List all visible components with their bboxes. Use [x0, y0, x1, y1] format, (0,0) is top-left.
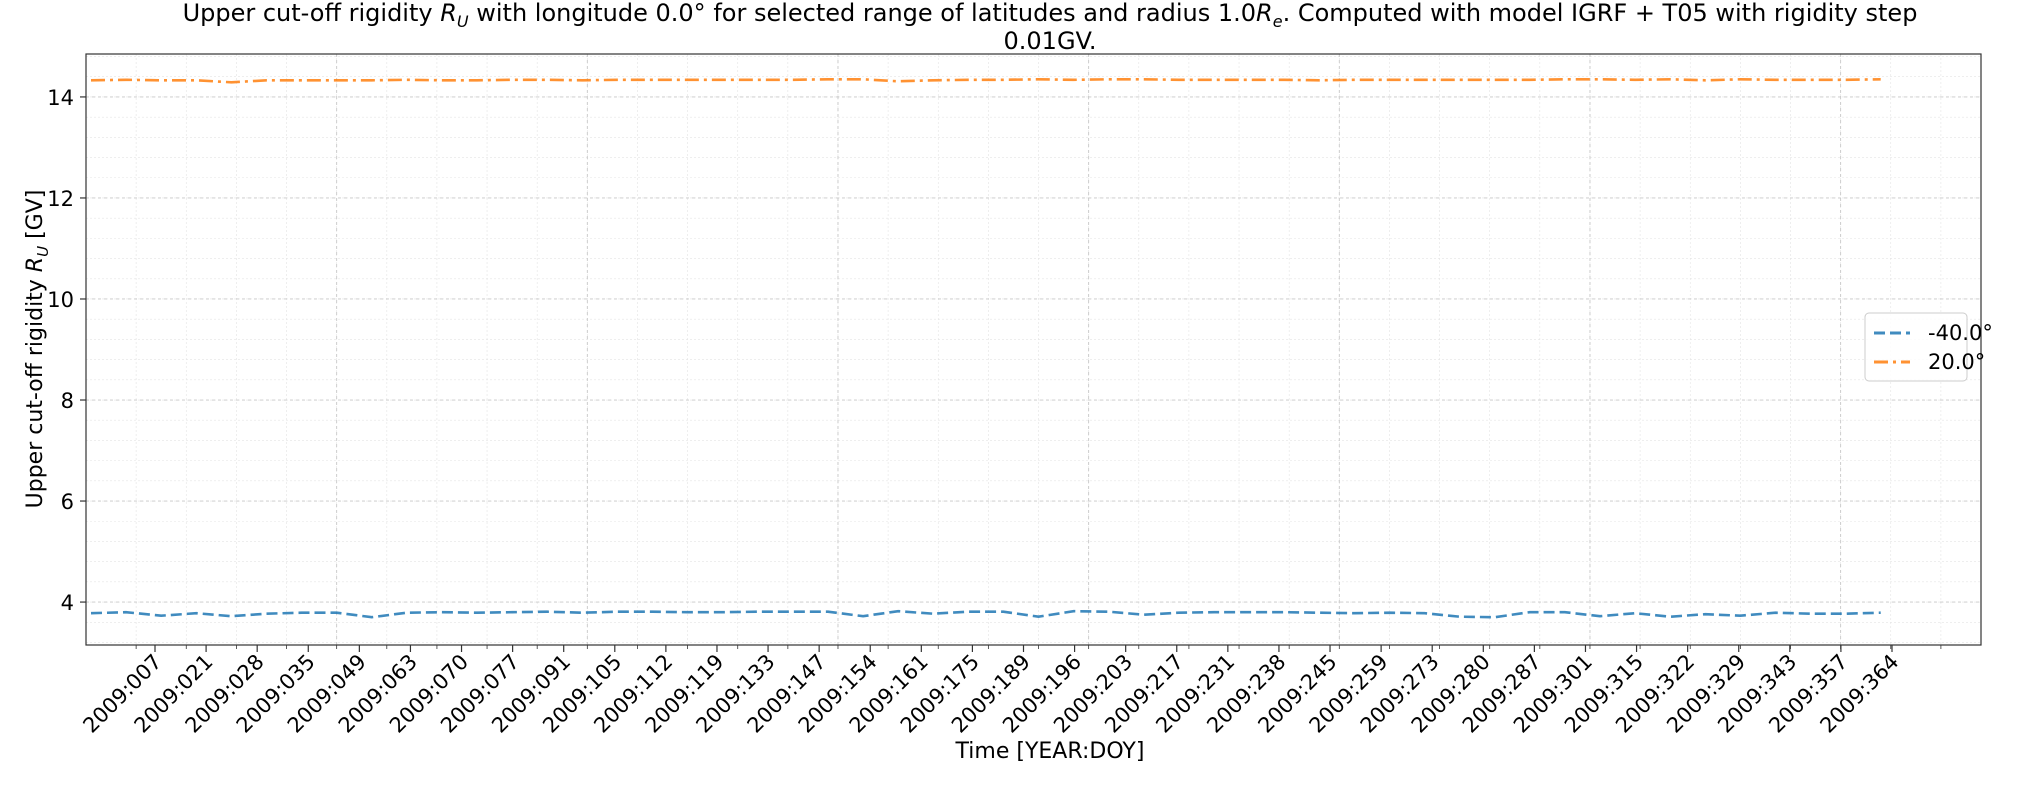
y-tick-label: 12 [47, 187, 74, 211]
legend-label-south-40: -40.0° [1928, 321, 1993, 345]
series-line-1 [90, 77, 1881, 84]
legend-label-north-20: 20.0° [1928, 350, 1985, 374]
y-tick-label: 14 [47, 86, 74, 110]
chart-title-line-2: 0.01GV. [1004, 27, 1097, 55]
y-axis-ticks: 4 6 8 10 12 14 [47, 86, 86, 615]
x-axis-label: Time [YEAR:DOY] [955, 739, 1145, 764]
major-grid [86, 54, 1981, 645]
y-tick-label: 10 [47, 288, 74, 312]
x-axis-ticks: 2009:0072009:0212009:0282009:0352009:049… [78, 645, 1942, 738]
legend-box [1864, 312, 1968, 382]
y-axis-label: Upper cut-off rigidity RU [GV] [23, 190, 52, 509]
series-line-0 [90, 609, 1881, 619]
y-tick-label: 8 [61, 389, 74, 413]
y-tick-label: 6 [61, 490, 74, 514]
legend: -40.0° 20.0° [1864, 312, 1993, 382]
chart-title-line-1: Upper cut-off rigidity RU with longitude… [183, 0, 1918, 31]
y-tick-label: 4 [61, 591, 74, 615]
series-layer [90, 77, 1881, 619]
plot-area [86, 54, 1981, 645]
plot-frame [85, 53, 1982, 646]
